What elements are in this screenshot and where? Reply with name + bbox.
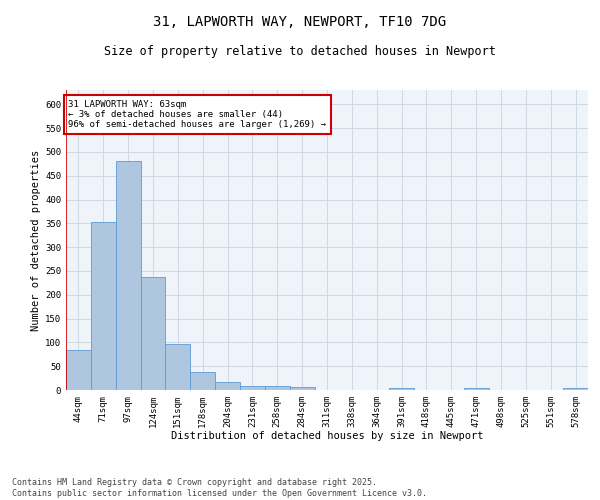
Bar xyxy=(389,388,414,390)
Text: Size of property relative to detached houses in Newport: Size of property relative to detached ho… xyxy=(104,45,496,58)
Bar xyxy=(464,388,488,390)
Text: Contains HM Land Registry data © Crown copyright and database right 2025.
Contai: Contains HM Land Registry data © Crown c… xyxy=(12,478,427,498)
Bar xyxy=(215,382,240,390)
Bar xyxy=(190,372,215,390)
Bar xyxy=(290,387,314,390)
Text: 31, LAPWORTH WAY, NEWPORT, TF10 7DG: 31, LAPWORTH WAY, NEWPORT, TF10 7DG xyxy=(154,15,446,29)
Bar xyxy=(240,386,265,390)
Bar xyxy=(166,344,190,390)
X-axis label: Distribution of detached houses by size in Newport: Distribution of detached houses by size … xyxy=(171,432,483,442)
Bar xyxy=(265,386,290,390)
Bar xyxy=(563,388,588,390)
Y-axis label: Number of detached properties: Number of detached properties xyxy=(31,150,41,330)
Bar xyxy=(91,222,116,390)
Bar xyxy=(66,350,91,390)
Bar xyxy=(140,277,166,390)
Bar xyxy=(116,162,140,390)
Text: 31 LAPWORTH WAY: 63sqm
← 3% of detached houses are smaller (44)
96% of semi-deta: 31 LAPWORTH WAY: 63sqm ← 3% of detached … xyxy=(68,100,326,130)
